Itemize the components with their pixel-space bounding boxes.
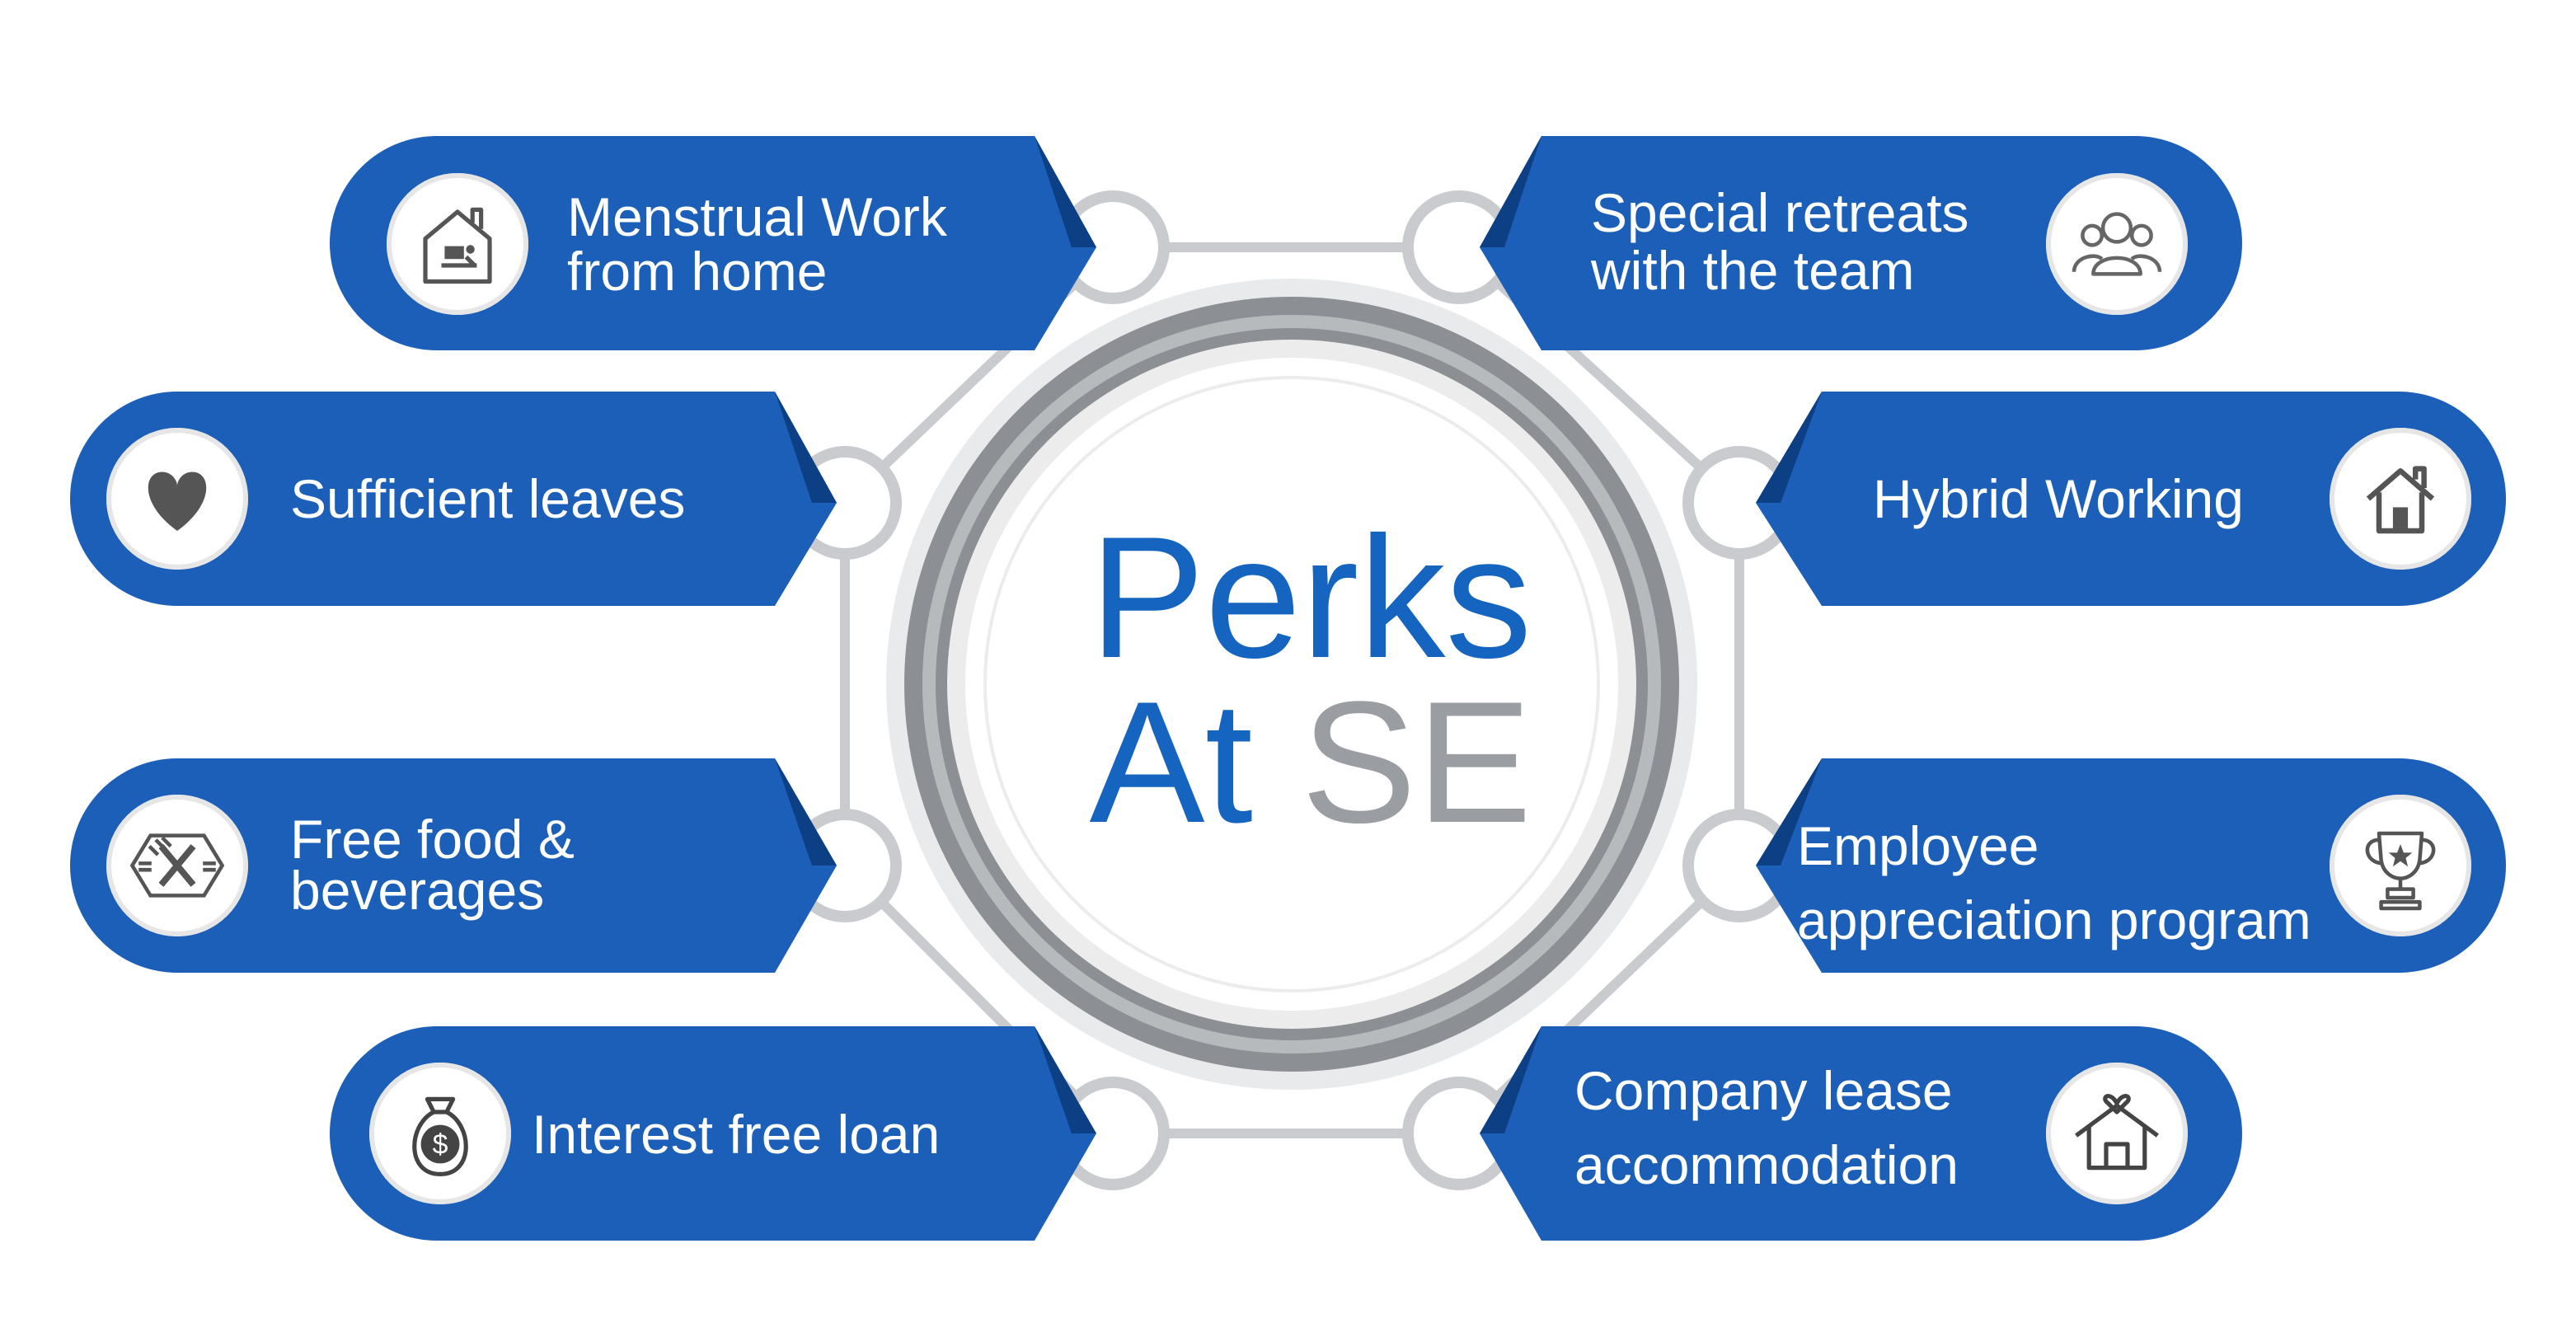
fork-knife-icon — [106, 795, 248, 936]
pill-retreats — [1480, 136, 2242, 350]
svg-text:$: $ — [433, 1129, 448, 1161]
money-bag-icon: $ — [369, 1063, 511, 1204]
perk-hybrid-label: Hybrid Working — [1873, 468, 2244, 529]
house-person-icon — [387, 173, 528, 315]
house-heart-icon — [2046, 1063, 2188, 1204]
perk-loan-label: Interest free loan — [532, 1104, 941, 1165]
home-icon — [2330, 428, 2471, 570]
pill-loan — [330, 1026, 1096, 1241]
perk-menstrual-label: Menstrual Work from home — [567, 186, 947, 302]
heart-icon — [106, 428, 248, 570]
title-line-2: At SE — [1030, 676, 1591, 849]
title-at: At — [1089, 665, 1253, 859]
pill-food — [70, 758, 837, 973]
pill-hybrid — [1756, 392, 2506, 606]
perk-appreciation-label: Employee appreciation program — [1797, 815, 2311, 950]
team-icon — [2046, 173, 2188, 315]
center-ring — [886, 279, 1697, 1090]
perk-lease-label: Company lease accommodation — [1574, 1060, 1959, 1195]
pill-leaves — [70, 392, 837, 606]
trophy-icon — [2330, 795, 2471, 936]
title-line-1: Perks — [1089, 500, 1532, 694]
perk-leaves-label: Sufficient leaves — [290, 468, 686, 529]
pill-appreciation — [1756, 758, 2506, 973]
title-se: SE — [1301, 665, 1532, 859]
center-title: Perks At SE — [1030, 511, 1591, 849]
pill-lease — [1480, 1026, 2242, 1241]
perk-retreats-label: Special retreats with the team — [1591, 182, 1969, 301]
pill-shapes — [70, 136, 2506, 1241]
perk-food-label: Free food & beverages — [290, 809, 575, 921]
pill-menstrual — [330, 136, 1096, 350]
